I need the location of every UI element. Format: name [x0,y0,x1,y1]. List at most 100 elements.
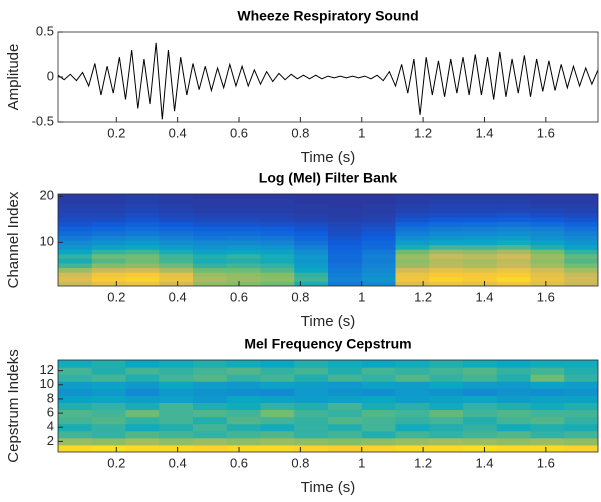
heat-cell [91,281,126,286]
heat-cell [328,395,363,403]
heat-cell [58,235,93,241]
heat-cell [91,367,126,375]
heat-cell [91,395,126,403]
heat-cell [429,409,464,418]
heat-cell [260,240,295,246]
heat-cell [58,381,93,389]
heat-cell [463,281,498,286]
heat-cell [328,367,363,375]
heat-cell [226,230,261,236]
heat-cell [463,430,498,439]
heat-cell [429,430,464,439]
heat-cell [226,221,261,227]
heat-cell [193,212,228,218]
heat-cell [91,230,126,236]
heat-cell [125,388,160,396]
heat-cell [564,276,598,282]
heat-cell [564,360,598,368]
heat-cell [260,244,295,250]
heat-cell [361,258,396,264]
heat-cell [496,217,531,223]
heat-cell [395,374,430,382]
heat-cell [294,423,329,432]
heat-cell [395,388,430,396]
heat-cell [125,409,160,418]
heat-cell [395,212,430,218]
heat-cell [496,281,531,286]
heat-cell [530,212,565,218]
heat-cell [361,235,396,241]
y-tick-label: -0.5 [32,113,54,128]
heat-cell [125,240,160,246]
heat-cell [260,388,295,396]
heat-cell [91,244,126,250]
heat-cell [564,388,598,396]
heat-cell [260,416,295,425]
heat-cell [429,263,464,269]
heat-cell [294,258,329,264]
heat-cell [328,263,363,269]
heat-cell [395,281,430,286]
heat-cell [530,235,565,241]
heat-cell [91,207,126,213]
heat-cell [328,409,363,418]
heat-cell [496,221,531,227]
heat-cell [58,267,93,273]
heat-cell [58,217,93,223]
heat-cell [226,430,261,439]
heat-cell [226,258,261,264]
x-tick-label: 0.8 [291,289,309,304]
heat-cell [429,360,464,368]
heat-cell [226,240,261,246]
heat-cell [159,272,194,278]
heat-cell [294,430,329,439]
heat-cell [125,226,160,232]
heat-cell [260,381,295,389]
heat-cell [125,207,160,213]
heat-cell [530,272,565,278]
heat-cell [193,423,228,432]
heat-cell [530,437,565,446]
heat-cell [328,253,363,259]
heat-cell [58,374,93,382]
heat-cell [496,212,531,218]
heat-cell [496,263,531,269]
heat-cell [530,388,565,396]
heat-cell [193,253,228,259]
heat-cell [159,253,194,259]
heat-cell [193,217,228,223]
heat-cell [91,402,126,411]
heat-cell [159,395,194,403]
heat-cell [226,388,261,396]
heat-cell [395,360,430,368]
x-tick-label: 1 [358,125,365,140]
heat-cell [395,367,430,375]
heat-cell [496,207,531,213]
x-tick-label: 0.2 [107,289,125,304]
heat-cell [260,272,295,278]
heat-cell [530,253,565,259]
heat-cell [496,388,531,396]
heat-cell [226,267,261,273]
heat-cell [193,281,228,286]
heat-cell [226,203,261,209]
heat-cell [361,207,396,213]
heat-cell [429,267,464,273]
heat-cell [361,249,396,255]
heat-cell [91,240,126,246]
heat-cell [260,367,295,375]
y-tick-label: 10 [40,376,54,391]
heat-cell [463,395,498,403]
heat-cell [496,272,531,278]
heat-cell [328,444,363,452]
heat-cell [361,416,396,425]
heat-cell [159,203,194,209]
heat-cell [294,203,329,209]
heat-cell [58,388,93,396]
heat-cell [193,395,228,403]
heat-cell [530,367,565,375]
heat-cell [496,444,531,452]
heat-cell [58,249,93,255]
heat-cell [58,240,93,246]
heat-cell [226,416,261,425]
